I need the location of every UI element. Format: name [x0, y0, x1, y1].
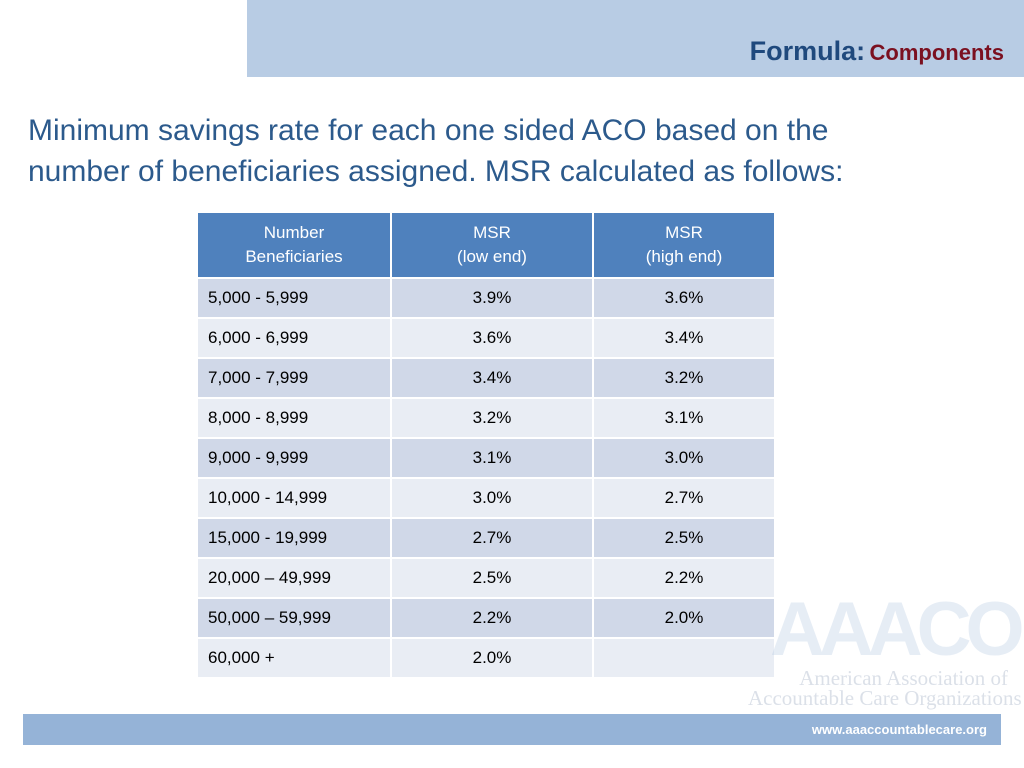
cell-beneficiaries: 50,000 – 59,999 — [196, 597, 392, 639]
intro-text: Minimum savings rate for each one sided … — [28, 110, 988, 192]
header-line: (low end) — [457, 247, 527, 266]
cell-msr-high: 2.5% — [592, 517, 776, 559]
cell-msr-low: 3.1% — [390, 437, 594, 479]
cell-beneficiaries: 6,000 - 6,999 — [196, 317, 392, 359]
logo-wordmark: AAACO — [770, 587, 1024, 672]
cell-msr-low: 3.0% — [390, 477, 594, 519]
slide-title-main: Formula: — [749, 36, 866, 66]
logo-tagline-1: American Association of — [799, 666, 1008, 690]
header-line: MSR — [665, 223, 703, 242]
intro-line-1: Minimum savings rate for each one sided … — [28, 114, 829, 147]
footer-bar: www.aaaccountablecare.org — [23, 714, 1001, 745]
cell-msr-high: 2.0% — [592, 597, 776, 639]
aaaco-logo: AAACO American Association of Accountabl… — [748, 590, 1024, 711]
table-row: 6,000 - 6,999 3.6% 3.4% — [196, 317, 776, 359]
header-number-beneficiaries: Number Beneficiaries — [196, 211, 392, 279]
msr-table: Number Beneficiaries MSR (low end) MSR (… — [196, 211, 776, 679]
table-row: 50,000 – 59,999 2.2% 2.0% — [196, 597, 776, 639]
cell-msr-high: 3.2% — [592, 357, 776, 399]
cell-msr-high: 3.6% — [592, 277, 776, 319]
cell-msr-low: 3.4% — [390, 357, 594, 399]
logo-tagline-2: Accountable Care Organizations — [748, 686, 1022, 710]
header-line: MSR — [473, 223, 511, 242]
cell-msr-low: 2.2% — [390, 597, 594, 639]
table-row: 20,000 – 49,999 2.5% 2.2% — [196, 557, 776, 599]
cell-msr-high: 3.4% — [592, 317, 776, 359]
header-line: Beneficiaries — [245, 247, 343, 266]
cell-msr-high: 2.2% — [592, 557, 776, 599]
table-row: 60,000 + 2.0% — [196, 637, 776, 679]
cell-beneficiaries: 60,000 + — [196, 637, 392, 679]
cell-msr-high: 3.1% — [592, 397, 776, 439]
cell-msr-low: 2.5% — [390, 557, 594, 599]
cell-beneficiaries: 8,000 - 8,999 — [196, 397, 392, 439]
cell-beneficiaries: 10,000 - 14,999 — [196, 477, 392, 519]
table-header-row: Number Beneficiaries MSR (low end) MSR (… — [196, 211, 776, 279]
cell-msr-high — [592, 637, 776, 679]
cell-msr-high: 3.0% — [592, 437, 776, 479]
cell-msr-low: 2.7% — [390, 517, 594, 559]
header-line: Number — [263, 223, 325, 242]
cell-beneficiaries: 7,000 - 7,999 — [196, 357, 392, 399]
table-row: 5,000 - 5,999 3.9% 3.6% — [196, 277, 776, 319]
cell-beneficiaries: 20,000 – 49,999 — [196, 557, 392, 599]
table-row: 8,000 - 8,999 3.2% 3.1% — [196, 397, 776, 439]
header-line: (high end) — [645, 247, 723, 266]
table-row: 7,000 - 7,999 3.4% 3.2% — [196, 357, 776, 399]
cell-msr-low: 3.6% — [390, 317, 594, 359]
table-row: 9,000 - 9,999 3.1% 3.0% — [196, 437, 776, 479]
cell-msr-high: 2.7% — [592, 477, 776, 519]
cell-msr-low: 3.9% — [390, 277, 594, 319]
slide-title: Formula: Components — [750, 36, 1004, 67]
intro-line-2: number of beneficiaries assigned. MSR ca… — [28, 155, 844, 188]
table-row: 10,000 - 14,999 3.0% 2.7% — [196, 477, 776, 519]
cell-msr-low: 3.2% — [390, 397, 594, 439]
cell-beneficiaries: 9,000 - 9,999 — [196, 437, 392, 479]
slide-title-sub: Components — [869, 40, 1004, 65]
cell-beneficiaries: 5,000 - 5,999 — [196, 277, 392, 319]
cell-beneficiaries: 15,000 - 19,999 — [196, 517, 392, 559]
footer-website-link[interactable]: www.aaaccountablecare.org — [811, 722, 987, 737]
header-msr-high: MSR (high end) — [592, 211, 776, 279]
header-msr-low: MSR (low end) — [390, 211, 594, 279]
title-bar: Formula: Components — [247, 0, 1024, 77]
cell-msr-low: 2.0% — [390, 637, 594, 679]
table-row: 15,000 - 19,999 2.7% 2.5% — [196, 517, 776, 559]
